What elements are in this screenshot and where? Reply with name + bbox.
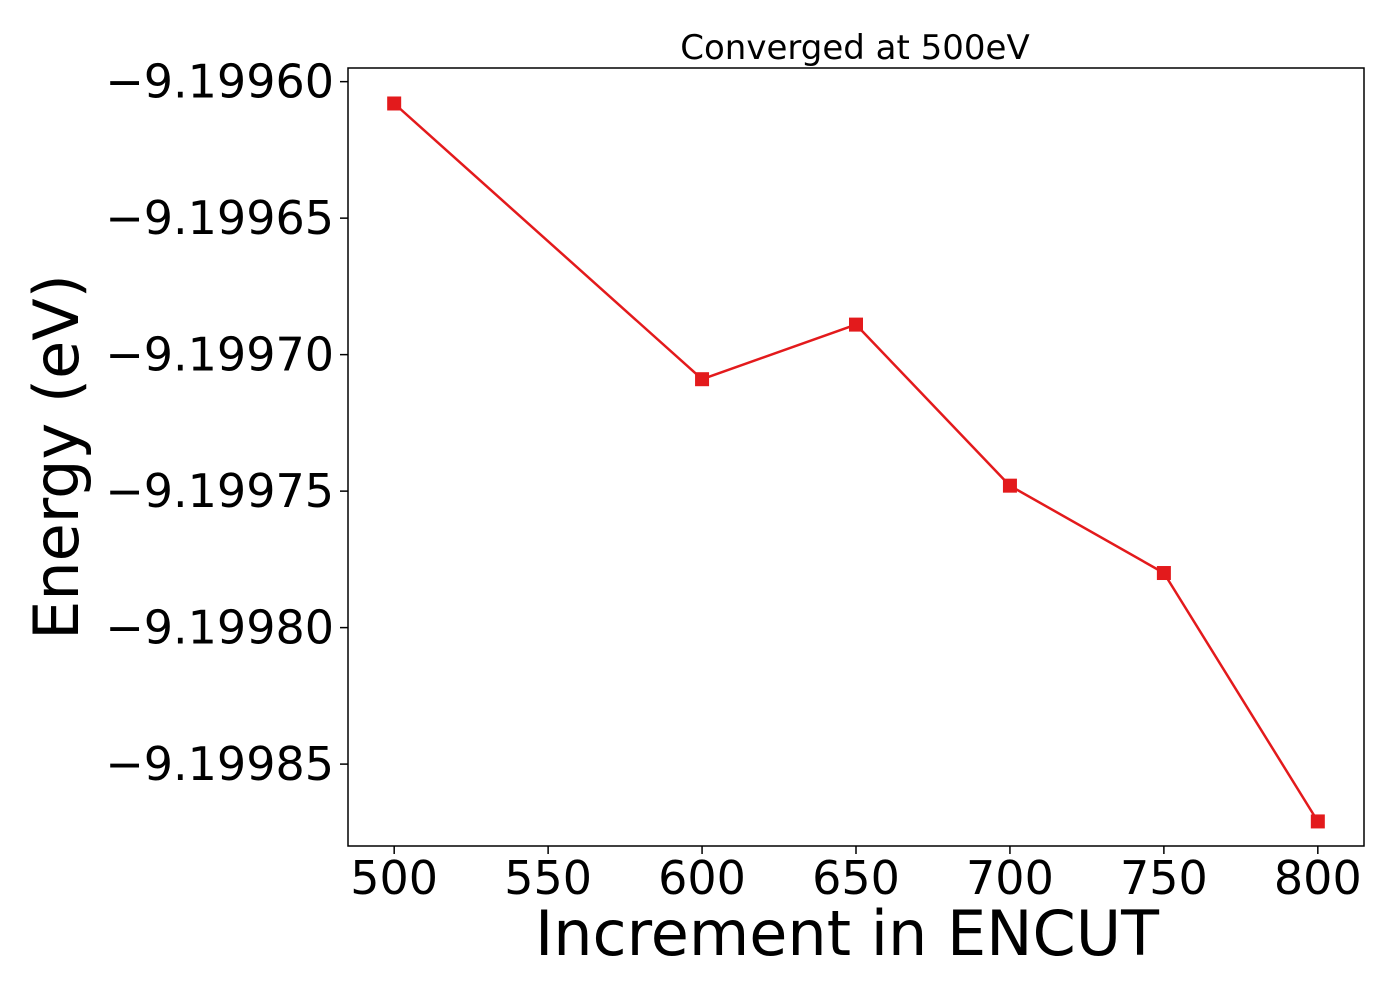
- x-tick-label: 650: [812, 851, 900, 905]
- y-tick-label: −9.19960: [105, 55, 334, 109]
- data-point-marker: [387, 96, 402, 111]
- y-tick-label: −9.19965: [105, 191, 334, 245]
- y-axis-ticks: −9.19960 −9.19965 −9.19970 −9.19975 −9.19980…: [105, 55, 348, 791]
- y-tick-label: −9.19970: [105, 328, 334, 382]
- plot-area-frame: [347, 67, 1365, 847]
- series-line: [393, 102, 1319, 823]
- x-tick-label: 600: [658, 851, 746, 905]
- y-tick-label: −9.19975: [105, 464, 334, 518]
- x-tick-label: 750: [1120, 851, 1208, 905]
- x-tick-label: 500: [350, 851, 438, 905]
- y-axis-label: Energy (eV): [20, 274, 93, 640]
- data-point-marker: [1310, 814, 1325, 829]
- series-layer: [387, 96, 1325, 829]
- x-axis-label: Increment in ENCUT: [535, 897, 1160, 970]
- data-point-marker: [849, 317, 863, 332]
- x-tick-label: 800: [1274, 851, 1362, 905]
- y-tick-label: −9.19980: [105, 601, 334, 655]
- data-point-marker: [1156, 566, 1171, 581]
- data-point-marker: [695, 372, 710, 387]
- x-tick-label: 700: [966, 851, 1054, 905]
- chart-title: Converged at 500eV: [680, 28, 1029, 68]
- data-point-marker: [1002, 478, 1017, 493]
- x-tick-label: 550: [504, 851, 592, 905]
- y-tick-label: −9.19985: [105, 737, 334, 791]
- x-axis-ticks: 500 550 600 650 700 750 800: [350, 846, 1362, 905]
